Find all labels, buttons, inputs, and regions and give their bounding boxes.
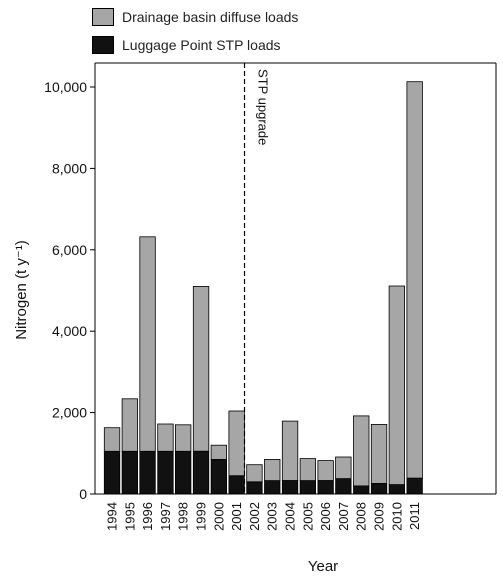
bar-diffuse-1999 bbox=[192, 285, 210, 452]
bar-diffuse-2007 bbox=[335, 456, 352, 480]
bar-diffuse-2003 bbox=[264, 458, 281, 481]
bar-diffuse-2010 bbox=[388, 285, 406, 486]
bar-stp-2006 bbox=[317, 480, 334, 495]
legend-swatch-diffuse bbox=[92, 8, 114, 26]
bar-stp-1998 bbox=[174, 450, 192, 495]
bar-stp-1997 bbox=[157, 450, 174, 495]
y-tick-label-4000: 4,000 bbox=[52, 323, 87, 339]
bar-stp-2001 bbox=[228, 475, 245, 495]
bar-stp-1996 bbox=[139, 450, 156, 495]
x-tick-label-2000: 2000 bbox=[211, 502, 226, 531]
y-tick-label-0: 0 bbox=[79, 486, 87, 502]
x-tick-label-1995: 1995 bbox=[122, 502, 137, 531]
x-tick-label-2005: 2005 bbox=[300, 502, 315, 531]
y-tick-label-8000: 8,000 bbox=[52, 160, 87, 176]
x-tick-label-1998: 1998 bbox=[176, 502, 191, 531]
y-tick-label-10000: 10,000 bbox=[44, 79, 87, 95]
bar-stp-2000 bbox=[210, 458, 228, 495]
x-tick-label-2003: 2003 bbox=[265, 502, 280, 531]
bar-stp-2010 bbox=[388, 484, 406, 495]
stp-upgrade-label: STP upgrade bbox=[256, 69, 271, 145]
legend: Drainage basin diffuse loads Luggage Poi… bbox=[92, 6, 298, 62]
bar-stp-1995 bbox=[121, 450, 138, 495]
x-tick-label-2004: 2004 bbox=[283, 502, 298, 531]
x-tick-label-2007: 2007 bbox=[336, 502, 351, 531]
bar-diffuse-2004 bbox=[281, 420, 299, 481]
bar-diffuse-2001 bbox=[228, 410, 245, 477]
bar-diffuse-2011 bbox=[406, 81, 423, 479]
bar-diffuse-2000 bbox=[210, 444, 228, 460]
y-tick-label-6000: 6,000 bbox=[52, 242, 87, 258]
legend-swatch-stp bbox=[92, 36, 114, 54]
x-tick-label-2008: 2008 bbox=[354, 502, 369, 531]
bar-diffuse-2006 bbox=[317, 460, 334, 481]
bar-diffuse-2008 bbox=[353, 415, 370, 487]
x-tick-label-2011: 2011 bbox=[407, 502, 422, 530]
legend-label-diffuse: Drainage basin diffuse loads bbox=[122, 9, 299, 25]
bar-diffuse-2005 bbox=[299, 458, 317, 482]
x-tick-label-1994: 1994 bbox=[105, 502, 120, 531]
bar-stp-2009 bbox=[370, 482, 388, 495]
bar-stp-2011 bbox=[406, 477, 423, 495]
bar-stp-2002 bbox=[246, 481, 263, 495]
bar-diffuse-1997 bbox=[157, 423, 174, 452]
legend-item-stp: Luggage Point STP loads bbox=[92, 34, 298, 56]
bar-diffuse-2009 bbox=[370, 423, 388, 484]
bar-stp-2008 bbox=[353, 485, 370, 495]
bar-stp-2005 bbox=[299, 480, 317, 495]
legend-label-stp: Luggage Point STP loads bbox=[122, 37, 281, 53]
x-tick-label-2006: 2006 bbox=[318, 502, 333, 531]
bar-diffuse-1998 bbox=[174, 424, 192, 452]
x-tick-label-2010: 2010 bbox=[389, 502, 404, 531]
bar-stp-2007 bbox=[335, 478, 352, 495]
x-tick-label-2001: 2001 bbox=[229, 502, 244, 531]
y-axis-label: Nitrogen (t y⁻¹) bbox=[13, 240, 30, 340]
bar-diffuse-2002 bbox=[246, 464, 263, 483]
x-tick-label-2002: 2002 bbox=[247, 502, 262, 531]
x-tick-label-1999: 1999 bbox=[194, 502, 209, 531]
bar-diffuse-1996 bbox=[139, 236, 156, 452]
y-tick-label-2000: 2,000 bbox=[52, 405, 87, 421]
bar-stp-2004 bbox=[281, 480, 299, 495]
x-tick-label-1996: 1996 bbox=[140, 502, 155, 531]
bar-diffuse-1994 bbox=[103, 427, 121, 452]
bar-diffuse-1995 bbox=[121, 398, 138, 452]
x-axis-label: Year bbox=[308, 558, 338, 575]
bar-stp-1994 bbox=[103, 450, 121, 495]
bar-stp-2003 bbox=[264, 480, 281, 495]
x-tick-label-2009: 2009 bbox=[372, 502, 387, 531]
legend-item-diffuse: Drainage basin diffuse loads bbox=[92, 6, 298, 28]
bar-stp-1999 bbox=[192, 450, 210, 495]
x-tick-label-1997: 1997 bbox=[158, 502, 173, 531]
